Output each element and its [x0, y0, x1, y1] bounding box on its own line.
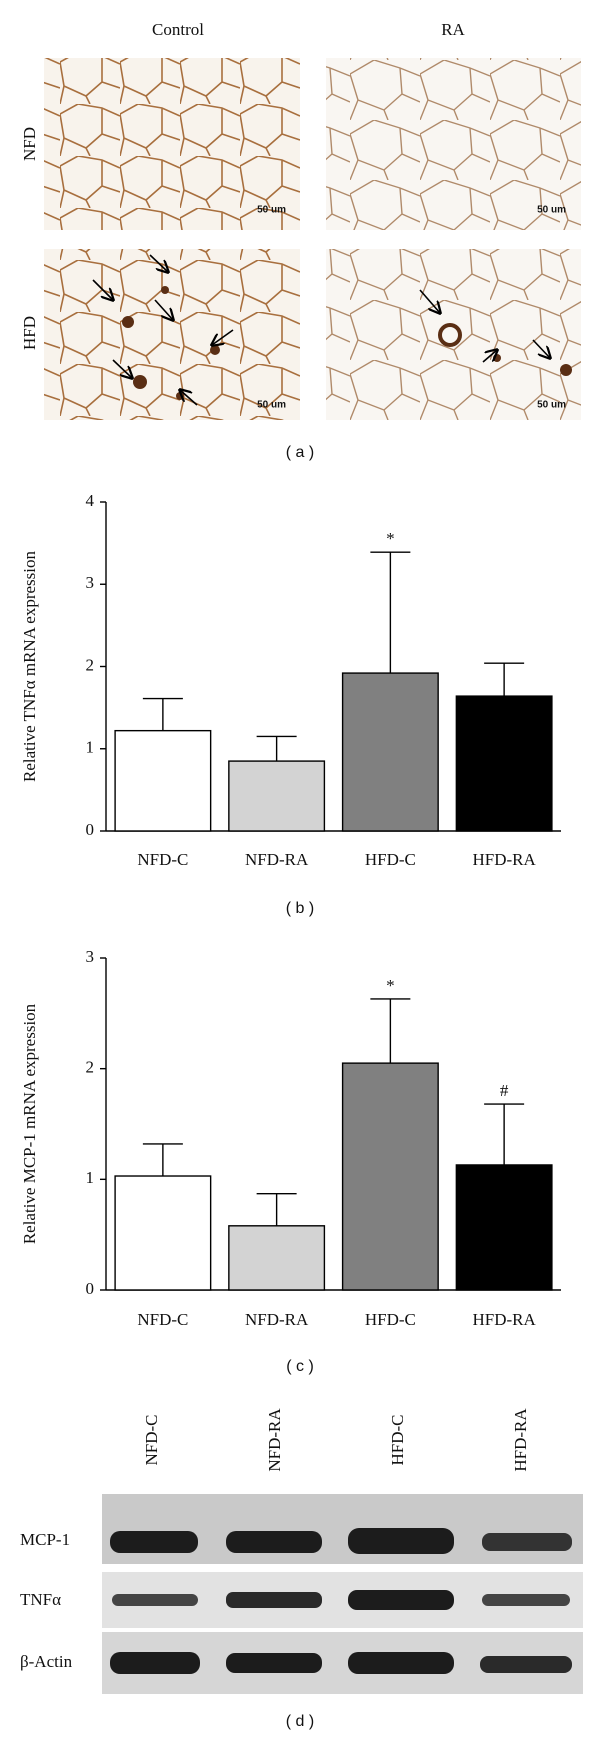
bar [455, 695, 553, 832]
column-label: NFD-C [142, 1414, 161, 1465]
column-label: Control [152, 20, 204, 39]
y-tick-label: 2 [86, 1058, 95, 1077]
panel-d: NFD-C NFD-RA HFD-C HFD-RA MCP-1 TNFα β-A… [20, 1408, 583, 1730]
bar [228, 760, 326, 832]
y-tick-label: 3 [86, 947, 95, 966]
bar [228, 1225, 326, 1291]
y-tick-label: 3 [86, 573, 95, 592]
row-label: TNFα [20, 1590, 61, 1609]
panel-a: Control RA NFD HFD 50 um 50 um 50 um 50 … [20, 20, 581, 461]
y-tick-label: 4 [86, 491, 95, 510]
y-axis-label: Relative TNFα mRNA expression [20, 551, 39, 782]
x-tick-label: HFD-RA [472, 1310, 536, 1329]
panel-label: ( d ) [286, 1713, 314, 1730]
annotation: * [386, 529, 395, 548]
arrows [92, 254, 550, 406]
row-label: NFD [20, 127, 39, 161]
scale-label: 50 um [537, 400, 566, 411]
column-label: RA [441, 20, 465, 39]
panel-label: ( c ) [286, 1358, 314, 1375]
bar [341, 1062, 439, 1291]
row-label: β-Actin [20, 1652, 73, 1671]
annotation: # [500, 1081, 509, 1100]
x-tick-label: HFD-C [365, 850, 416, 869]
bands [110, 1528, 572, 1674]
micrograph [44, 58, 300, 230]
x-tick-label: NFD-RA [245, 1310, 309, 1329]
column-label: HFD-C [388, 1414, 407, 1465]
scale-label: 50 um [537, 205, 566, 216]
x-tick-label: NFD-C [137, 850, 188, 869]
row-label: MCP-1 [20, 1530, 70, 1549]
y-tick-label: 1 [86, 738, 95, 757]
column-label: HFD-RA [511, 1408, 530, 1472]
scale-label: 50 um [257, 400, 286, 411]
y-tick-label: 0 [86, 1279, 95, 1298]
x-tick-label: HFD-RA [472, 850, 536, 869]
y-tick-label: 1 [86, 1168, 95, 1187]
x-tick-label: HFD-C [365, 1310, 416, 1329]
bar [114, 729, 212, 832]
row-label: HFD [20, 316, 39, 350]
panel-label: ( a ) [286, 444, 314, 461]
bar [341, 672, 439, 832]
scale-label: 50 um [257, 205, 286, 216]
annotation: * [386, 976, 395, 995]
micrograph [326, 58, 581, 230]
bar [455, 1164, 553, 1291]
x-tick-label: NFD-RA [245, 850, 309, 869]
column-label: NFD-RA [265, 1408, 284, 1472]
y-tick-label: 0 [86, 820, 95, 839]
blot [102, 1494, 583, 1564]
panel-label: ( b ) [286, 900, 314, 917]
micrograph [326, 249, 581, 420]
x-tick-label: NFD-C [137, 1310, 188, 1329]
micrograph [44, 249, 300, 420]
y-tick-label: 2 [86, 655, 95, 674]
bar [114, 1175, 212, 1291]
y-axis-label: Relative MCP-1 mRNA expression [20, 1003, 39, 1244]
